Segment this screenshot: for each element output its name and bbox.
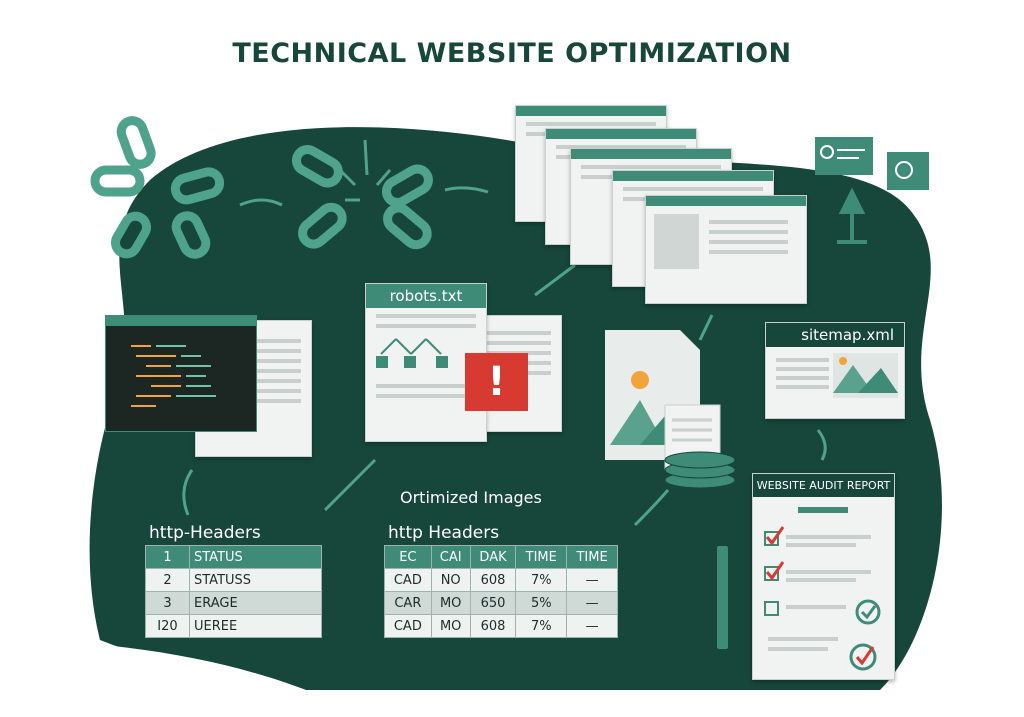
sitemap-label: sitemap.xml	[766, 323, 904, 347]
cell: 7%	[515, 614, 568, 638]
image-file-icon	[605, 330, 736, 489]
image-icon	[833, 353, 898, 398]
table-header-row: EC CAI DAK TIME TIME	[384, 545, 618, 569]
header-cell: DAK	[469, 545, 517, 569]
robots-label: robots.txt	[366, 284, 486, 308]
cell: I20	[145, 614, 190, 638]
cell: CAD	[384, 614, 432, 638]
sitemap-file: sitemap.xml	[765, 322, 905, 419]
cell: 3	[145, 591, 190, 615]
checklist-icon	[764, 507, 881, 671]
http-headers-table-left: http-Headers 1 STATUS 2 STATUSS 3 ERAGE I20…	[145, 521, 322, 638]
cell: 650	[469, 591, 517, 615]
table-row: CAD NO 608 7% —	[384, 568, 618, 592]
cell: 608	[469, 614, 517, 638]
header-cell: CAI	[430, 545, 471, 569]
table-row: 3 ERAGE	[145, 591, 322, 615]
cell: —	[566, 568, 618, 592]
browser-window	[645, 195, 807, 304]
audit-label: WEBSITE AUDIT REPORT	[753, 474, 894, 497]
cell: 1	[145, 545, 190, 569]
cell: CAR	[384, 591, 432, 615]
cell: 5%	[515, 591, 568, 615]
sitemap-tree-icon	[376, 338, 448, 368]
cell: STATUS	[189, 545, 322, 569]
cell: NO	[430, 568, 471, 592]
user-feedback-icon	[815, 137, 929, 244]
cell: ERAGE	[189, 591, 322, 615]
cell: —	[566, 591, 618, 615]
cell: 608	[469, 568, 517, 592]
code-editor	[105, 315, 257, 432]
cell: UEREE	[189, 614, 322, 638]
cell: 7%	[515, 568, 568, 592]
table-title: http Headers	[384, 521, 618, 545]
cell: MO	[430, 591, 471, 615]
pen-icon	[715, 544, 730, 673]
header-cell: EC	[384, 545, 432, 569]
warning-icon: !	[465, 353, 528, 411]
cell: 2	[145, 568, 190, 592]
header-cell: TIME	[515, 545, 568, 569]
broken-link-icon	[90, 116, 433, 259]
page-title: TECHNICAL WEBSITE OPTIMIZATION	[232, 38, 792, 69]
table-row: CAD MO 608 7% —	[384, 614, 618, 638]
table-row: 1 STATUS	[145, 545, 322, 569]
table-title: http-Headers	[145, 521, 322, 545]
optimized-images-label: Ortimized Images	[400, 488, 542, 507]
cell: CAD	[384, 568, 432, 592]
audit-report: WEBSITE AUDIT REPORT	[752, 473, 895, 680]
cell: MO	[430, 614, 471, 638]
cell: STATUSS	[189, 568, 322, 592]
table-row: CAR MO 650 5% —	[384, 591, 618, 615]
table-row: 2 STATUSS	[145, 568, 322, 592]
cell: —	[566, 614, 618, 638]
connector-arrows	[182, 186, 827, 527]
header-cell: TIME	[566, 545, 618, 569]
http-headers-table-right: http Headers EC CAI DAK TIME TIME CAD NO 608 7%…	[384, 521, 618, 638]
table-row: I20 UEREE	[145, 614, 322, 638]
